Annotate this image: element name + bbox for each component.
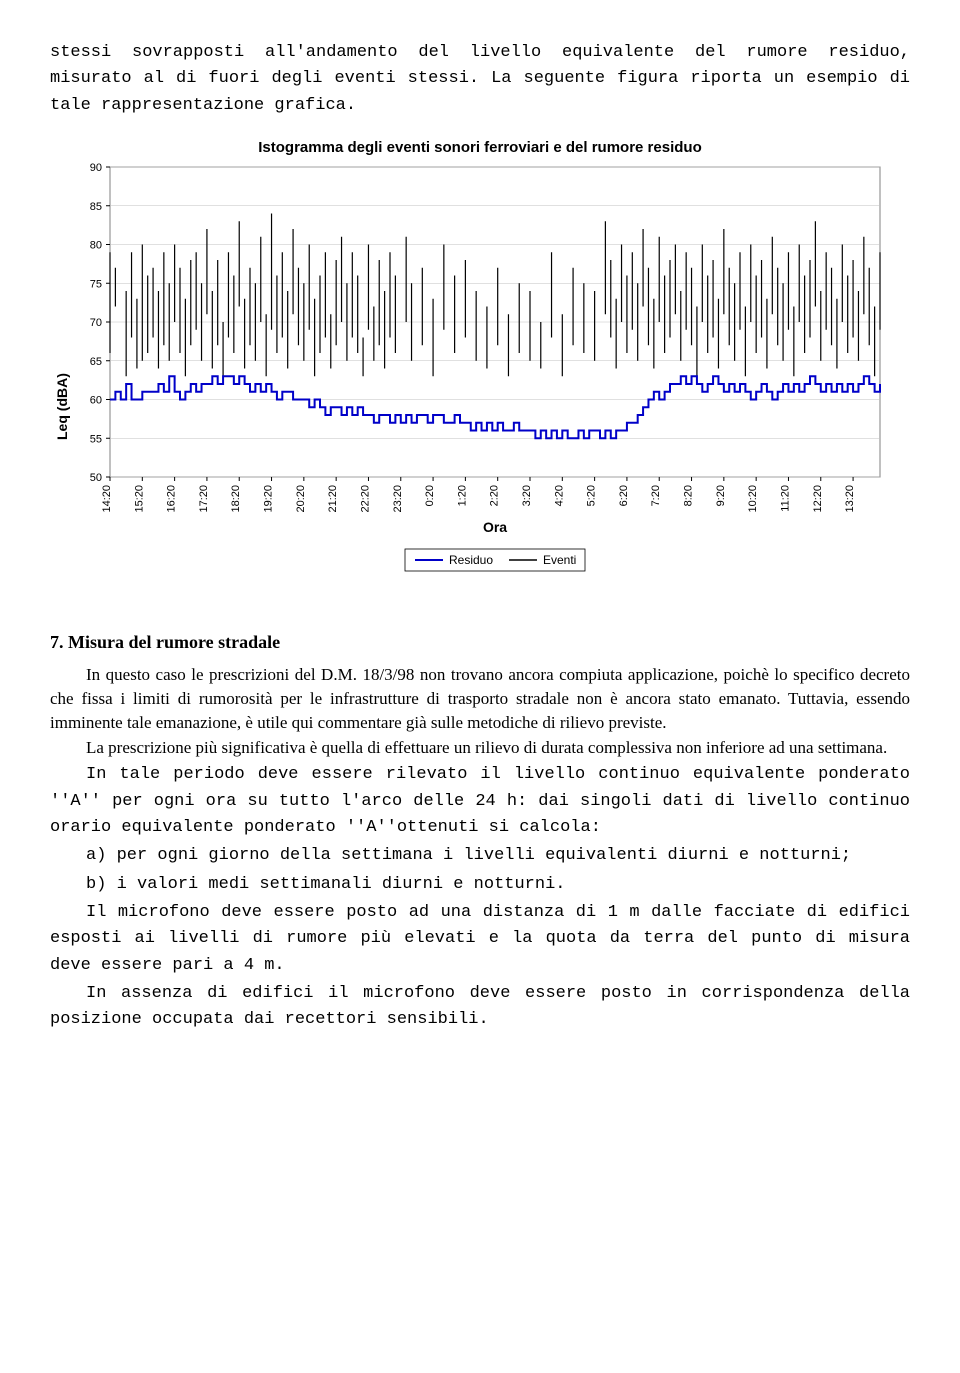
section-7-heading: 7. Misura del rumore stradale <box>50 632 910 653</box>
svg-text:10:20: 10:20 <box>747 485 759 513</box>
svg-text:18:20: 18:20 <box>230 485 242 513</box>
svg-text:16:20: 16:20 <box>166 485 178 513</box>
section-7-p7: In assenza di edifici il microfono deve … <box>50 981 910 1034</box>
svg-text:12:20: 12:20 <box>812 485 824 513</box>
svg-text:Residuo: Residuo <box>449 553 493 567</box>
chart-title: Istogramma degli eventi sonori ferroviar… <box>50 139 910 156</box>
chart-container: Leq (dBA) 50 55 60 65 70 75 80 85 90 14:20 15:20 16… <box>50 162 910 592</box>
svg-text:0:20: 0:20 <box>424 485 436 506</box>
section-7-p4: a) per ogni giorno della settimana i liv… <box>50 843 910 869</box>
section-7-p6: Il microfono deve essere posto ad una di… <box>50 900 910 979</box>
svg-text:5:20: 5:20 <box>586 485 598 506</box>
svg-text:17:20: 17:20 <box>198 485 210 513</box>
svg-text:70: 70 <box>90 317 102 329</box>
svg-text:65: 65 <box>90 356 102 368</box>
svg-text:21:20: 21:20 <box>327 485 339 513</box>
section-7-p5: b) i valori medi settimanali diurni e no… <box>50 872 910 898</box>
svg-text:6:20: 6:20 <box>618 485 630 506</box>
svg-text:85: 85 <box>90 201 102 213</box>
svg-text:1:20: 1:20 <box>456 485 468 506</box>
svg-text:50: 50 <box>90 472 102 484</box>
svg-text:13:20: 13:20 <box>844 485 856 513</box>
svg-text:20:20: 20:20 <box>295 485 307 513</box>
svg-text:60: 60 <box>90 395 102 407</box>
svg-text:11:20: 11:20 <box>779 485 791 512</box>
svg-text:3:20: 3:20 <box>521 485 533 506</box>
svg-text:4:20: 4:20 <box>553 485 565 506</box>
svg-text:2:20: 2:20 <box>489 485 501 506</box>
svg-text:90: 90 <box>90 162 102 174</box>
svg-text:7:20: 7:20 <box>650 485 662 506</box>
svg-text:80: 80 <box>90 240 102 252</box>
svg-text:23:20: 23:20 <box>392 485 404 513</box>
svg-text:55: 55 <box>90 433 102 445</box>
y-axis-label: Leq (dBA) <box>50 162 70 592</box>
svg-text:22:20: 22:20 <box>359 485 371 513</box>
section-7-p2: La prescrizione più significativa è quel… <box>50 736 910 760</box>
intro-paragraph: stessi sovrapposti all'andamento del liv… <box>50 40 910 119</box>
svg-text:75: 75 <box>90 278 102 290</box>
svg-text:14:20: 14:20 <box>101 485 113 513</box>
section-7-p1: In questo caso le prescrizioni del D.M. … <box>50 663 910 734</box>
svg-text:19:20: 19:20 <box>263 485 275 513</box>
section-7-p3: In tale periodo deve essere rilevato il … <box>50 762 910 841</box>
svg-text:9:20: 9:20 <box>715 485 727 506</box>
svg-text:Ora: Ora <box>483 519 507 535</box>
svg-text:15:20: 15:20 <box>133 485 145 513</box>
svg-text:Eventi: Eventi <box>543 553 576 567</box>
chart-svg: 50 55 60 65 70 75 80 85 90 14:20 15:20 16:20 17:20 18… <box>70 162 890 592</box>
svg-text:8:20: 8:20 <box>683 485 695 506</box>
